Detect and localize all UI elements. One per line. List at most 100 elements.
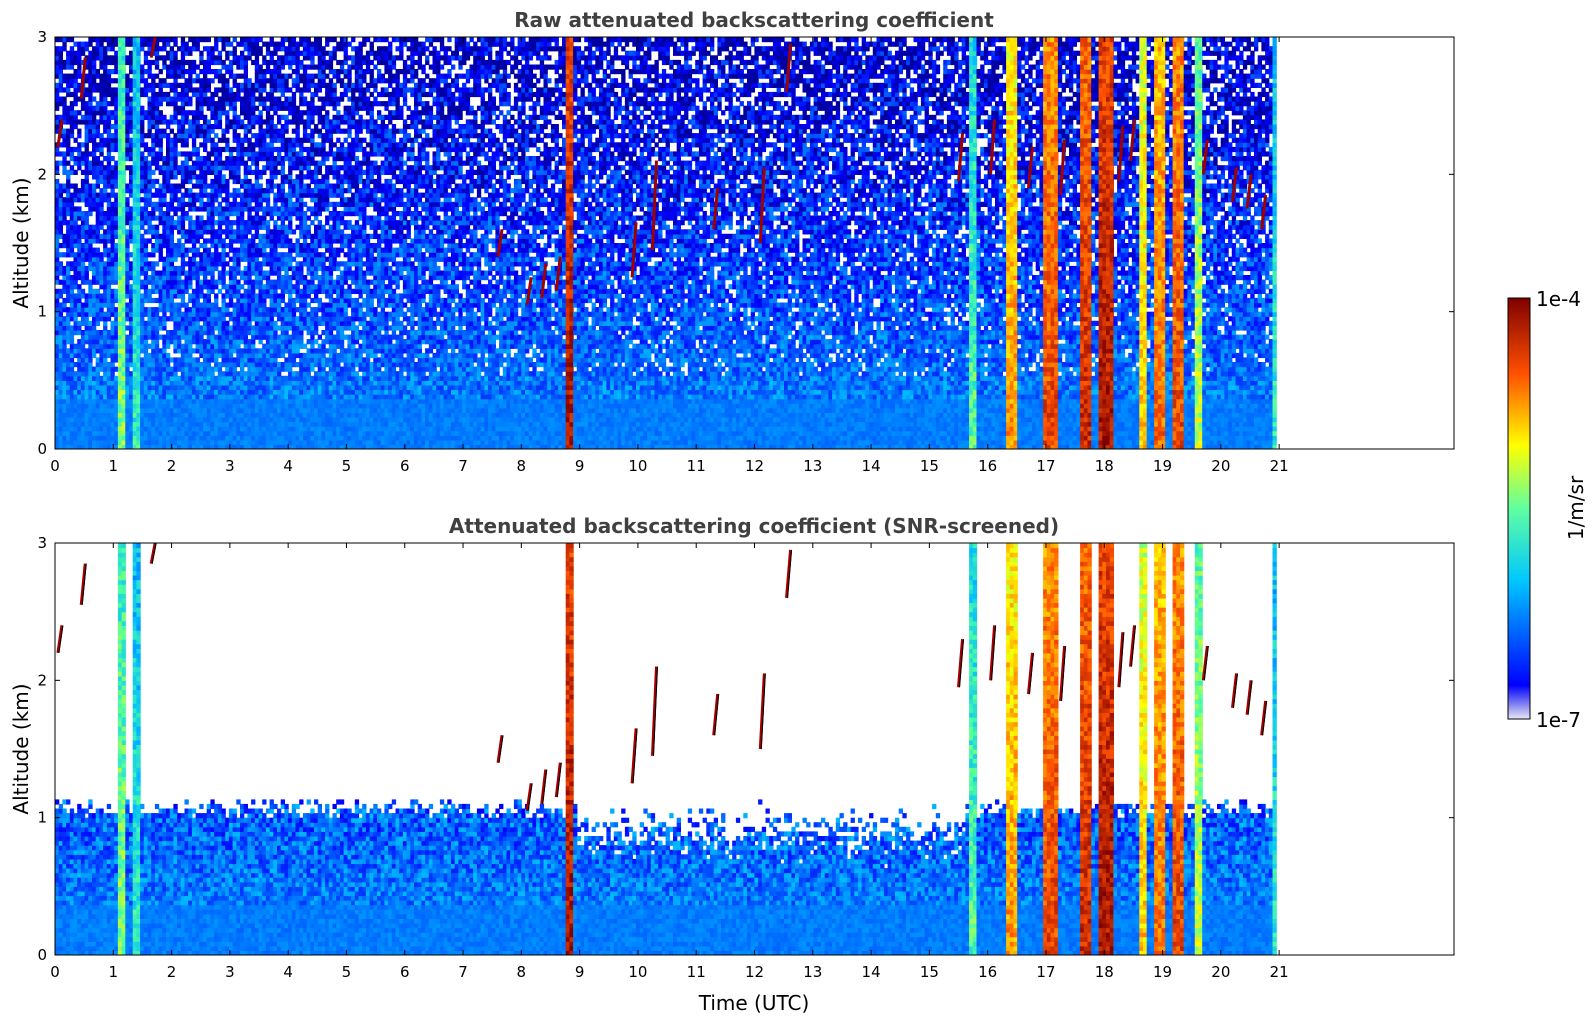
heatmap-cell [69,215,75,221]
heatmap-cell [132,348,137,354]
heatmap-cell [99,311,104,317]
heatmap-cell [114,288,119,294]
heatmap-cell [180,325,186,331]
heatmap-cell [55,96,60,102]
heatmap-cell [147,384,152,391]
heatmap-cell [69,124,75,130]
heatmap-cell [69,252,75,258]
heatmap-cell [62,169,67,175]
heatmap-cell [277,197,282,203]
heatmap-cell [103,124,108,130]
heatmap-cell [203,146,208,153]
heatmap-cell [265,352,271,359]
heatmap-cell [265,178,271,185]
heatmap-cell [214,229,219,235]
heatmap-cell [121,178,126,185]
heatmap-cell [84,119,89,125]
heatmap-cell [140,366,145,372]
heatmap-cell [95,398,100,404]
heatmap-cell [66,307,71,313]
heatmap-cell [117,137,123,143]
heatmap-cell [173,366,178,372]
heatmap-cell [254,192,260,198]
heatmap-cell [232,165,237,171]
heatmap-cell [199,110,204,116]
heatmap-cell [77,389,82,395]
heatmap-cell [284,302,289,308]
heatmap-cell [92,394,97,400]
heatmap-cell [240,417,245,423]
heatmap-cell [210,69,215,75]
heatmap-cell [195,261,200,267]
heatmap-cell [251,114,256,120]
heatmap-cell [129,165,134,171]
heatmap-cell [110,380,115,386]
heatmap-cell [199,389,204,395]
heatmap-cell [236,201,241,207]
heatmap-cell [206,325,211,331]
heatmap-cell [77,343,82,349]
heatmap-cell [265,348,271,354]
heatmap-cell [80,279,86,285]
heatmap-cell [232,110,237,116]
heatmap-cell [195,78,200,84]
heatmap-cell [154,421,160,427]
heatmap-cell [58,380,63,386]
heatmap-cell [62,316,67,322]
heatmap-cell [77,256,82,262]
heatmap-cell [221,330,226,336]
heatmap-cell [143,398,149,404]
heatmap-cell [80,394,86,400]
heatmap-cell [140,41,145,47]
heatmap-cell [199,403,204,409]
heatmap-cell [58,435,63,441]
heatmap-cell [258,50,263,56]
heatmap-cell [95,394,100,400]
heatmap-cell [177,220,182,226]
heatmap-cell [143,407,149,413]
heatmap-cell [217,279,223,285]
heatmap-cell [125,403,130,409]
heatmap-cell [147,188,152,194]
heatmap-cell [225,91,230,98]
heatmap-cell [77,211,82,217]
heatmap-cell [280,261,285,267]
heatmap-cell [206,59,211,66]
heatmap-cell [158,220,163,226]
heatmap-cell [69,275,75,281]
heatmap-cell [114,403,119,409]
heatmap-cell [73,316,78,322]
heatmap-cell [217,362,223,368]
heatmap-cell [129,348,134,354]
heatmap-cell [199,201,204,207]
heatmap-cell [280,348,285,354]
heatmap-cell [92,435,97,441]
heatmap-cell [99,37,104,43]
heatmap-cell [69,128,75,134]
heatmap-cell [117,197,123,203]
heatmap-cell [69,284,75,290]
heatmap-cell [154,82,160,88]
heatmap-cell [55,357,60,363]
heatmap-cell [162,215,167,221]
heatmap-cell [140,412,145,418]
heatmap-cell [140,156,145,162]
heatmap-cell [240,247,245,253]
heatmap-cell [80,160,86,166]
heatmap-cell [277,426,282,432]
heatmap-cell [95,343,100,349]
heatmap-cell [110,233,115,239]
heatmap-cell [288,339,293,345]
heatmap-cell [247,119,252,125]
heatmap-cell [92,371,97,377]
heatmap-cell [95,339,100,345]
heatmap-cell [117,243,123,249]
heatmap-cell [284,197,289,203]
heatmap-cell [232,417,237,423]
heatmap-cell [184,270,189,276]
heatmap-cell [125,412,130,418]
heatmap-cell [180,302,186,308]
heatmap-cell [188,426,193,432]
heatmap-cell [117,421,123,427]
heatmap-cell [247,206,252,212]
